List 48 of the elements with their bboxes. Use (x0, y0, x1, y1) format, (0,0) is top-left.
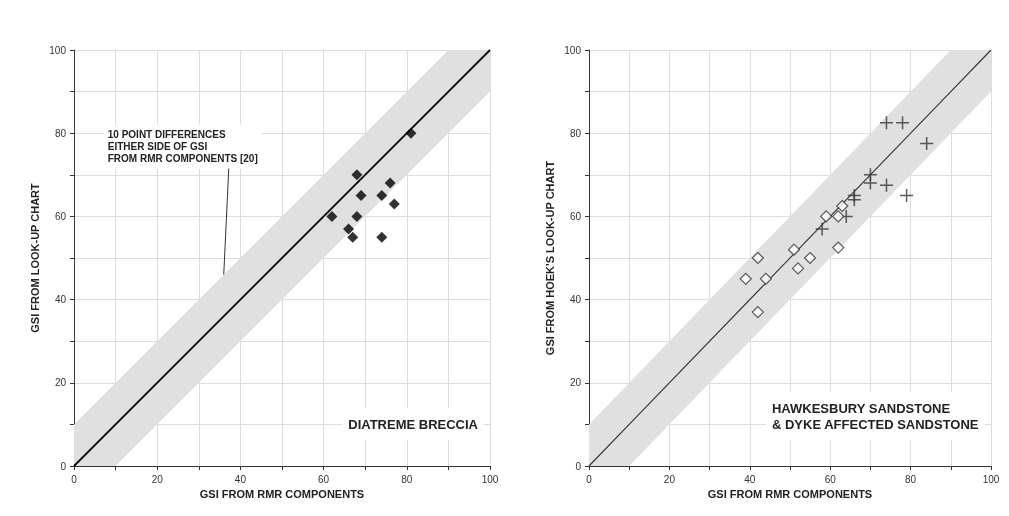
point (879, 115, 894, 131)
point (814, 221, 830, 237)
x-tick-label: 100 (982, 473, 1000, 485)
y-tick-label: 0 (60, 460, 67, 472)
x-tick-label: 40 (234, 473, 247, 485)
y-tick-label: 100 (49, 44, 67, 56)
point (899, 188, 914, 203)
point (832, 210, 845, 223)
y-tick-label: 60 (54, 210, 67, 222)
point (847, 192, 862, 208)
point (791, 262, 805, 275)
x-axis-title: GSI FROM RMR COMPONENTS (199, 487, 365, 500)
x-tick-label: 0 (71, 473, 78, 485)
point (751, 305, 764, 319)
x-tick-label: 80 (401, 473, 413, 485)
point (836, 199, 849, 213)
x-tick-label: 0 (586, 473, 593, 485)
x-tick-label: 60 (318, 473, 330, 485)
point (820, 210, 833, 223)
x-tick-label: 60 (824, 473, 837, 485)
y-tick-label: 40 (54, 294, 67, 306)
point (759, 272, 772, 285)
x-tick-label: 20 (663, 473, 676, 485)
point (863, 175, 878, 191)
y-tick-label: 40 (569, 294, 582, 306)
y-tick-label: 100 (564, 44, 582, 56)
y-tick-label: 20 (569, 377, 582, 389)
x-tick-label: 20 (151, 473, 164, 485)
point (832, 241, 845, 254)
y-tick-label: 60 (569, 210, 582, 222)
annotation: HAWKESBURY SANDSTONE & DYKE AFFECTED SANDSTONE (771, 400, 979, 432)
y-axis-title: GSI FROM HOEK'S LOOK-UP CHART (543, 160, 556, 356)
y-tick-label: 80 (569, 127, 582, 139)
point (787, 243, 801, 256)
point (895, 115, 910, 131)
y-axis-title: GSI FROM LOOK-UP CHART (28, 182, 41, 333)
y-tick-label: 20 (54, 377, 67, 389)
y-tick-label: 0 (575, 460, 582, 472)
point (739, 272, 752, 285)
x-axis-title: GSI FROM RMR COMPONENTS (707, 487, 873, 500)
point (804, 251, 817, 265)
x-tick-label: 80 (905, 473, 917, 485)
x-tick-label: 40 (744, 473, 756, 485)
y-tick-label: 80 (54, 127, 67, 139)
point (879, 177, 894, 193)
point (919, 136, 934, 151)
x-tick-label: 100 (481, 473, 499, 485)
point (751, 251, 764, 265)
